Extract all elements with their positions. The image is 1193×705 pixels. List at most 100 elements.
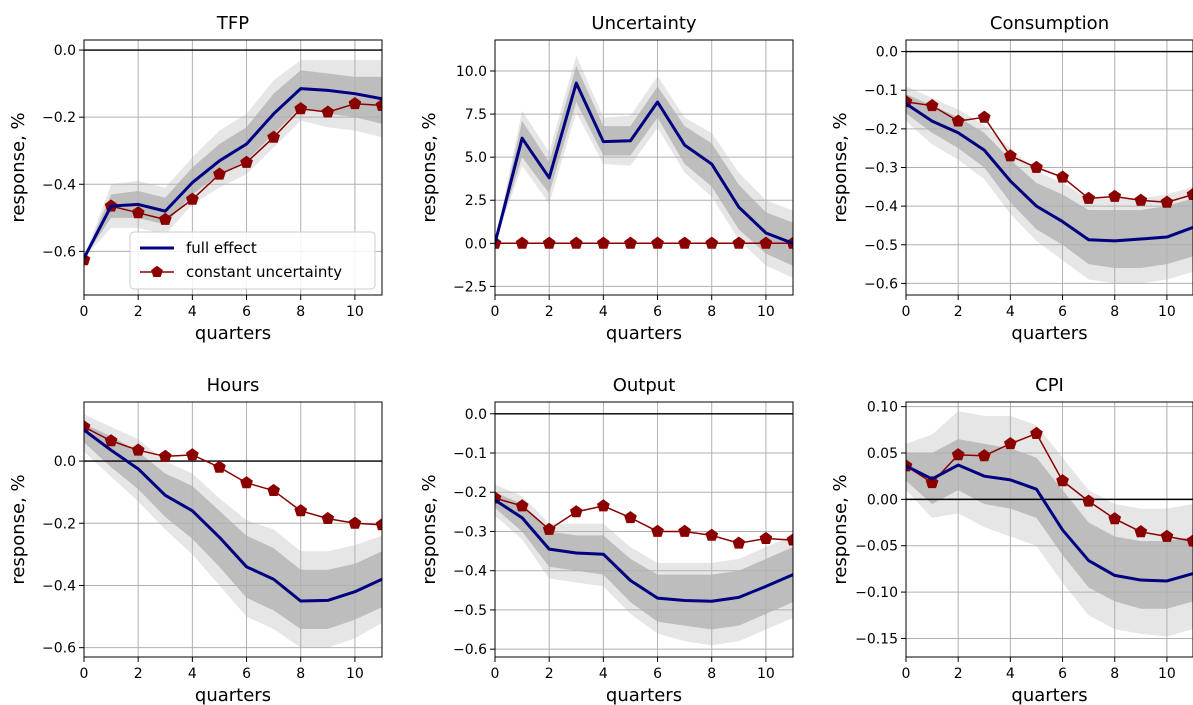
y-tick-label: −0.2 — [453, 485, 487, 501]
x-tick-label: 10 — [1158, 304, 1176, 320]
y-tick-label: −0.05 — [855, 539, 898, 555]
x-tick-label: 0 — [80, 304, 89, 320]
y-tick-label: 10.0 — [456, 64, 487, 80]
x-tick-label: 8 — [1110, 304, 1119, 320]
x-tick-label: 2 — [545, 304, 554, 320]
x-tick-label: 4 — [188, 666, 197, 682]
marker-constant-uncertainty — [348, 97, 362, 110]
x-tick-label: 8 — [296, 666, 305, 682]
confidence-band-68 — [495, 492, 793, 630]
y-tick-label: −0.4 — [42, 177, 76, 193]
y-tick-label: −0.4 — [864, 199, 898, 215]
y-tick-label: −0.5 — [453, 603, 487, 619]
marker-constant-uncertainty — [213, 460, 226, 473]
axes-frame — [83, 39, 383, 296]
y-tick-label: 2.5 — [465, 193, 487, 209]
x-tick-label: 10 — [346, 304, 364, 320]
y-tick-label: −0.2 — [42, 516, 76, 532]
axes-frame — [494, 39, 794, 296]
x-tick-label: 2 — [134, 666, 143, 682]
marker-constant-uncertainty — [104, 434, 118, 447]
marker-constant-uncertainty — [515, 499, 529, 512]
legend-box — [129, 231, 376, 290]
x-tick-label: 4 — [1006, 666, 1015, 682]
marker-constant-uncertainty — [759, 236, 773, 249]
marker-constant-uncertainty — [624, 236, 637, 249]
plot-area — [495, 402, 793, 657]
panel-title: Output — [613, 375, 676, 396]
marker-constant-uncertainty — [1160, 529, 1174, 542]
x-tick-label: 4 — [599, 304, 608, 320]
x-tick-label: 2 — [954, 304, 963, 320]
y-tick-label: −0.4 — [453, 564, 487, 580]
plot-area — [906, 402, 1193, 657]
marker-constant-uncertainty — [158, 449, 172, 462]
confidence-band-68 — [495, 65, 793, 266]
marker-constant-uncertainty — [1186, 534, 1193, 547]
marker-constant-uncertainty — [705, 236, 719, 249]
marker-constant-uncertainty — [1082, 191, 1096, 204]
marker-constant-uncertainty — [294, 504, 308, 517]
y-tick-label: −0.2 — [42, 110, 76, 126]
series-line-full-effect — [906, 463, 1193, 583]
plot-area — [495, 40, 793, 295]
marker-constant-uncertainty — [1082, 494, 1096, 507]
marker-constant-uncertainty — [213, 167, 226, 180]
x-tick-label: 6 — [1058, 666, 1067, 682]
marker-constant-uncertainty — [596, 236, 610, 249]
marker-constant-uncertainty — [786, 533, 793, 546]
axes-frame — [905, 401, 1193, 658]
marker-constant-uncertainty — [321, 105, 335, 118]
marker-constant-uncertainty — [321, 511, 335, 525]
marker-constant-uncertainty — [759, 531, 773, 544]
marker-constant-uncertainty — [1056, 170, 1069, 183]
y-tick-label: −0.3 — [453, 524, 487, 540]
marker-constant-uncertainty — [651, 236, 664, 249]
marker-constant-uncertainty — [569, 505, 583, 518]
marker-constant-uncertainty — [1134, 525, 1148, 538]
marker-constant-uncertainty — [375, 518, 382, 531]
series-line-full-effect — [84, 428, 382, 603]
x-tick-label: 8 — [707, 666, 716, 682]
y-tick-label: 0.0 — [465, 236, 487, 252]
y-tick-label: −2.5 — [453, 279, 487, 295]
y-tick-label: −0.5 — [864, 238, 898, 254]
y-axis-label: response, % — [830, 112, 851, 222]
x-axis-label: quarters — [195, 685, 271, 705]
marker-constant-uncertainty — [375, 98, 382, 111]
x-tick-label: 4 — [1006, 304, 1015, 320]
marker-constant-uncertainty — [624, 511, 637, 524]
panel-hours: 0 2 4 6 8 10 −0.6 −0.4 −0.2 0.0 Hours quarters respo… — [8, 375, 383, 705]
marker-constant-uncertainty — [951, 448, 965, 461]
x-tick-label: 0 — [902, 666, 911, 682]
marker-constant-uncertainty — [678, 236, 692, 249]
plot-area — [84, 40, 382, 295]
legend: full effect constant uncertainty — [129, 231, 376, 290]
x-tick-label: 6 — [242, 304, 251, 320]
x-tick-label: 8 — [1110, 666, 1119, 682]
y-axis-label: response, % — [419, 474, 440, 584]
y-tick-label: −0.1 — [453, 446, 487, 462]
y-tick-label: 0.0 — [54, 454, 76, 470]
y-tick-label: 0.0 — [465, 407, 487, 423]
x-tick-label: 6 — [1058, 304, 1067, 320]
x-tick-label: 6 — [653, 304, 662, 320]
x-tick-label: 2 — [134, 304, 143, 320]
x-tick-label: 4 — [188, 304, 197, 320]
y-tick-label: 0.0 — [876, 45, 898, 61]
panel-title: CPI — [1035, 375, 1064, 396]
marker-constant-uncertainty — [515, 236, 529, 249]
x-tick-label: 2 — [545, 666, 554, 682]
x-tick-label: 0 — [80, 666, 89, 682]
x-axis-label: quarters — [1011, 685, 1087, 705]
panel-output: 0 2 4 6 8 10 −0.6 −0.5 −0.4 −0.3 −0.2 −0.1 0.0 Output… — [419, 375, 794, 705]
y-axis-label: response, % — [419, 112, 440, 222]
y-tick-label: −0.3 — [864, 161, 898, 177]
panel-title: Uncertainty — [591, 13, 697, 34]
y-tick-label: −0.6 — [42, 244, 76, 260]
y-tick-label: 5.0 — [465, 150, 487, 166]
marker-constant-uncertainty — [131, 443, 145, 456]
legend-label-constant-uncertainty: constant uncertainty — [186, 263, 342, 281]
marker-constant-uncertainty — [185, 448, 199, 461]
marker-constant-uncertainty — [1186, 187, 1193, 200]
